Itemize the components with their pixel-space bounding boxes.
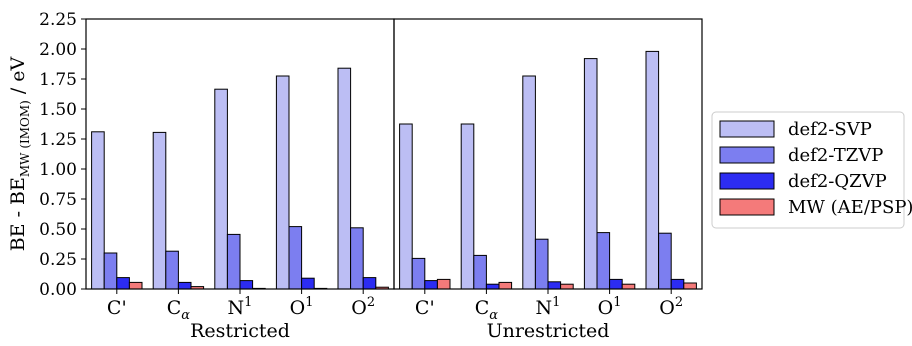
bar-mw-ae-psp- [683,282,697,290]
bar-def2-tzvp [165,250,179,290]
bar-def2-qzvp [301,277,315,290]
legend-swatch [719,172,775,190]
x-tick-label: C' [415,297,435,319]
panel-unrestricted: C' Cα N1 O1 O2 Unrestricted [393,18,703,342]
bar-def2-svp [399,123,413,290]
legend-label: def2-SVP [788,119,872,140]
x-tick-label: Cα [167,297,191,323]
y-tick-label: 2.00 [39,40,77,60]
bar-def2-svp [522,75,536,290]
x-tick-label: O1 [290,295,314,319]
bar-mw-ae-psp- [560,283,574,290]
bar-def2-tzvp [288,226,303,290]
x-tick-label: O1 [598,295,622,319]
bar-def2-tzvp [226,233,241,290]
bar-mw-ae-psp- [498,281,513,290]
legend-swatch [719,198,775,216]
bar-def2-qzvp [362,277,377,290]
bar-def2-svp [337,67,352,290]
bar-def2-qzvp [485,283,500,290]
y-axis-title: BE - BEMW (IMOM) / eV [7,56,32,251]
legend-label: def2-TZVP [788,145,883,166]
y-axis: 0.00 0.25 0.50 0.75 1.00 1.25 1.50 1.75 2.00 2.25 [39,10,86,300]
bar-mw-ae-psp- [621,283,636,290]
bar-def2-svp [645,50,660,290]
x-tick-label: N1 [536,295,561,319]
y-tick-label: 0.25 [39,250,77,270]
y-tick-label: 0.00 [39,280,77,300]
bar-def2-tzvp [411,257,426,290]
y-tick-label: 1.75 [39,70,77,90]
bar-def2-qzvp [547,281,562,290]
legend-swatch [719,120,775,138]
bar-def2-svp [91,131,105,290]
y-tick-label: 0.75 [39,190,77,210]
panel-restricted: C' Cα N1 O1 O2 Restricted [85,18,395,342]
bar-def2-svp [152,131,167,290]
x-tick-label: C' [107,297,127,319]
bar-def2-qzvp [239,280,254,290]
bar-def2-qzvp [116,277,130,290]
legend-swatch [719,146,775,164]
y-tick-label: 1.25 [39,130,77,150]
bar-def2-svp [275,75,290,290]
bar-mw-ae-psp- [436,278,451,290]
legend: def2-SVP def2-TZVP def2-QZVP MW (AE/PSP) [711,111,912,229]
bar-def2-qzvp [609,278,623,290]
x-tick-label: Cα [475,297,499,323]
bar-def2-tzvp [596,232,611,290]
bar-def2-qzvp [177,281,192,290]
x-tick-label: N1 [228,295,253,319]
bar-def2-qzvp [424,280,438,290]
x-tick-label: O2 [351,295,375,319]
bar-def2-svp [460,123,475,290]
panel-label: Restricted [190,320,290,342]
y-tick-label: 1.00 [39,160,77,180]
y-axis-title: BE - BEMW (IMOM) / eV [7,56,32,251]
bar-def2-svp [214,88,228,290]
bar-def2-tzvp [473,254,487,290]
bar-mw-ae-psp- [128,281,143,290]
bar-def2-svp [583,58,598,290]
y-tick-label: 2.25 [39,10,77,30]
bar-def2-tzvp [534,238,549,290]
bar-def2-tzvp [103,252,118,290]
y-tick-label: 0.50 [39,220,77,240]
x-tick-label: O2 [659,295,683,319]
bar-def2-tzvp [350,227,364,290]
bar-def2-tzvp [658,232,672,290]
panel-label: Unrestricted [487,320,610,342]
legend-label: def2-QZVP [788,171,887,192]
bar-def2-qzvp [670,278,685,290]
legend-label: MW (AE/PSP) [788,197,912,218]
y-tick-label: 1.50 [39,100,77,120]
